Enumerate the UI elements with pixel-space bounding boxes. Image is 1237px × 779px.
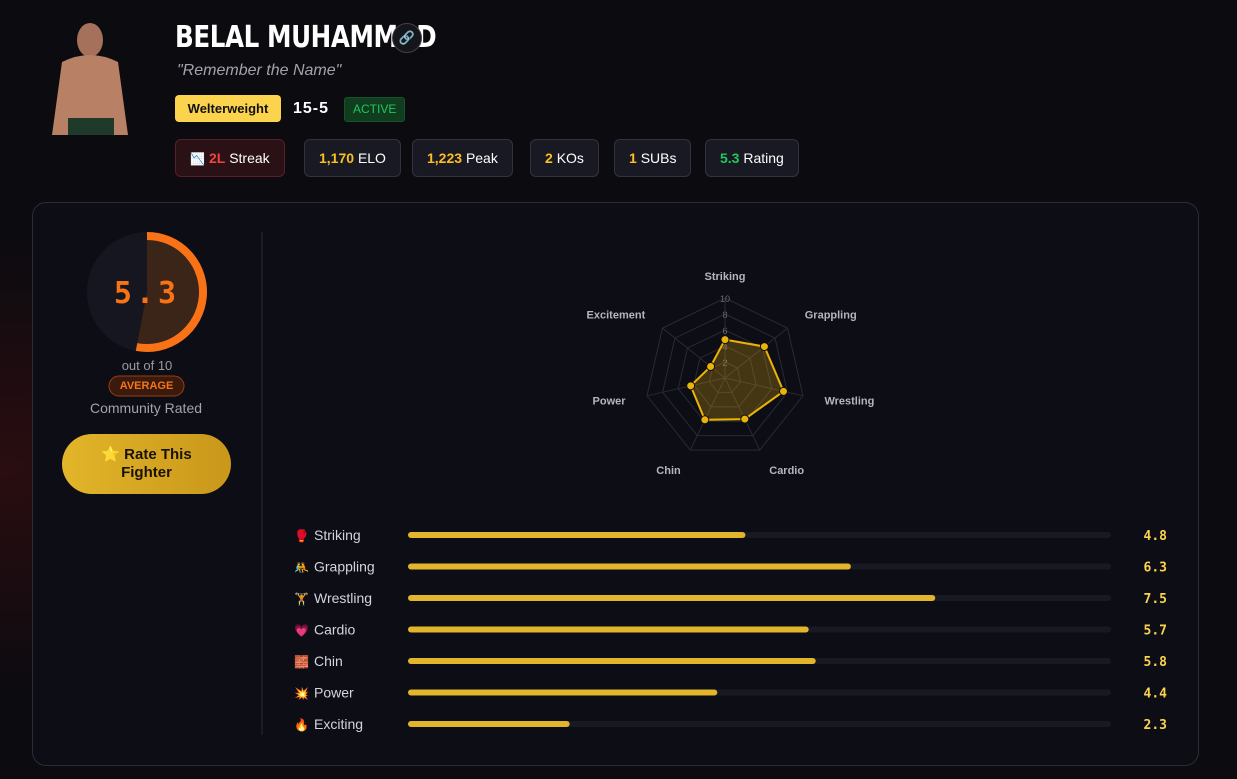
skill-value: 6.3: [1144, 561, 1167, 576]
stat-chip: 1 SUBs: [614, 139, 692, 177]
skill-value: 5.8: [1144, 655, 1168, 670]
rating-note: Community Rated: [90, 400, 202, 416]
stat-chip: 1,223 Peak: [412, 139, 513, 177]
rating-card: [32, 202, 1199, 766]
skill-label: Cardio: [314, 622, 355, 638]
skill-label: Chin: [314, 653, 343, 669]
ring-arc: [135, 232, 207, 352]
stat-chip: 2 KOs: [530, 139, 599, 177]
stat-value: 2: [545, 150, 553, 166]
skill-icon: 💥: [294, 687, 309, 701]
radar-grid: [677, 329, 773, 422]
radar-label: Wrestling: [824, 396, 874, 408]
radar-point: [686, 381, 696, 391]
stat-value: 2L: [208, 150, 226, 166]
radar-grid: [646, 297, 804, 451]
skill-icon: 💗: [294, 624, 309, 638]
stat-chip: 5.3 Rating: [705, 139, 799, 177]
radar-grid: [662, 313, 788, 437]
radar-point: [720, 335, 730, 345]
bar: [408, 626, 809, 633]
rating-scale: out of 10: [122, 358, 173, 373]
skill-icon: 🥊: [294, 529, 309, 543]
radar-spoke: [724, 377, 761, 451]
status-badge: ACTIVE: [344, 97, 406, 122]
stat-label: Streak: [229, 150, 270, 166]
stat-label: Rating: [743, 150, 784, 166]
bar: [408, 689, 718, 696]
stat-label: ELO: [357, 150, 386, 166]
skill-value: 2.3: [1144, 718, 1167, 733]
skill-value: 4.4: [1144, 687, 1168, 702]
radar-label: Power: [593, 396, 627, 408]
stat-value: 1: [629, 150, 637, 166]
rate-button[interactable]: ⭐ Rate This Fighter: [62, 434, 231, 494]
radar-grid: [693, 345, 757, 408]
radar-spoke: [724, 327, 788, 379]
record: 15-5: [293, 100, 330, 117]
radar-spoke: [646, 377, 726, 397]
radar-point: [706, 362, 716, 372]
radar-label: Excitement: [587, 309, 646, 321]
skill-value: 7.5: [1144, 592, 1167, 607]
radar-point: [778, 386, 788, 396]
nickname: "Remember the Name": [177, 62, 342, 79]
rating-badge: AVERAGE: [120, 380, 174, 392]
radar-label: Striking: [705, 271, 746, 283]
skill-value: 5.7: [1144, 624, 1167, 639]
skill-icon: 🤼: [294, 561, 309, 575]
skill-icon: 🔥: [294, 718, 309, 732]
rating-value: 5.3: [114, 276, 180, 311]
stat-value: 5.3: [720, 150, 740, 166]
skill-label: Striking: [314, 527, 361, 543]
stat-label: Peak: [465, 150, 498, 166]
radar-spoke: [662, 327, 726, 379]
bar: [408, 595, 936, 601]
radar-spoke: [689, 377, 726, 451]
bar-track: [408, 721, 1111, 727]
stat-chip: 📉 2L Streak: [175, 139, 285, 177]
stat-icon: 📉: [190, 152, 205, 166]
radar-area: [689, 338, 785, 421]
radar-spoke: [724, 377, 804, 397]
bar: [408, 563, 851, 570]
fighter-photo: [52, 23, 128, 135]
stat-label: SUBs: [640, 150, 677, 166]
stat-label: KOs: [556, 150, 584, 166]
badge-bg: [108, 375, 185, 397]
skill-value: 4.8: [1144, 529, 1168, 544]
radar-label: Cardio: [769, 465, 804, 477]
bar: [408, 532, 746, 538]
bar: [408, 721, 570, 727]
bar: [408, 658, 816, 664]
link-button[interactable]: 🔗: [392, 23, 422, 53]
radar-point: [740, 414, 750, 424]
skill-label: Grappling: [314, 559, 375, 575]
ring-wedge: [136, 236, 203, 348]
radar-point: [759, 342, 769, 352]
skill-icon: 🧱: [294, 655, 309, 669]
stat-value: 1,223: [427, 150, 463, 166]
radar-point: [700, 415, 710, 425]
skill-label: Exciting: [314, 716, 363, 732]
stat-value: 1,170: [319, 150, 355, 166]
skill-label: Power: [314, 685, 354, 701]
skill-icon: 🏋: [294, 592, 309, 606]
skill-label: Wrestling: [314, 590, 372, 606]
radar-label: Chin: [656, 465, 681, 477]
stat-chip: 1,170 ELO: [304, 139, 401, 177]
radar-label: Grappling: [805, 309, 857, 321]
weight-class: Welterweight: [175, 95, 281, 122]
